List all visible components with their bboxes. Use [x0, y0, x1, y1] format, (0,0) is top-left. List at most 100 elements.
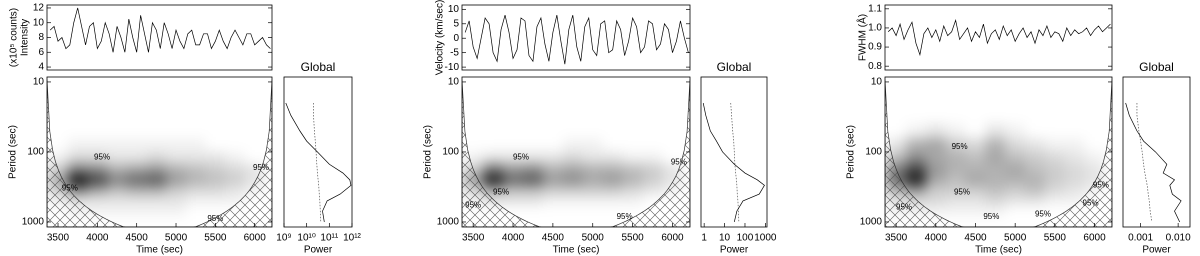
- power-cell: [543, 206, 563, 216]
- power-cell: [642, 184, 663, 196]
- contour-label: 95%: [207, 214, 223, 223]
- power-cell: [48, 124, 68, 138]
- plot-frame: [46, 4, 273, 71]
- power-cell: [146, 206, 167, 217]
- power-cell: [503, 184, 523, 196]
- power-cell: [925, 151, 946, 164]
- power-cell: [906, 163, 926, 175]
- y-tick-label: 5: [453, 18, 459, 29]
- power-cell: [662, 174, 683, 185]
- power-cell: [87, 174, 108, 185]
- cone-of-influence: [462, 79, 690, 227]
- x-tick-label: 4500: [126, 233, 149, 244]
- power-cell: [522, 174, 543, 185]
- power-cell: [126, 206, 147, 217]
- power-cell: [126, 184, 147, 196]
- power-cell: [1064, 163, 1085, 175]
- power-cell: [642, 151, 663, 164]
- x-tick-label: 1: [701, 233, 707, 244]
- power-cell: [186, 206, 206, 216]
- power-cell: [1085, 138, 1105, 151]
- series-line: [464, 15, 689, 65]
- power-cell: [1005, 138, 1026, 152]
- power-cell: [67, 163, 88, 175]
- y-tick-label: 10: [33, 77, 45, 88]
- y-tick-label: 10: [871, 77, 883, 88]
- x-tick-label: 4000: [502, 233, 525, 244]
- power-cell: [225, 174, 245, 185]
- power-cell: [87, 184, 108, 196]
- power-cell: [642, 163, 663, 175]
- power-cell: [622, 174, 643, 185]
- power-cell: [87, 151, 108, 164]
- power-cell: [925, 138, 946, 152]
- power-cell: [985, 184, 1006, 196]
- power-cell: [925, 195, 946, 207]
- power-cell: [107, 195, 127, 207]
- power-cell: [602, 163, 623, 175]
- contour-label: 95%: [253, 163, 269, 172]
- x-tick-label: 6000: [1083, 233, 1106, 244]
- power-cell: [523, 206, 543, 216]
- series-line: [49, 7, 271, 53]
- power-cell: [643, 138, 663, 151]
- heatmap-area: 95% 95% 95% 95% 95% 95% 95%: [885, 79, 1112, 227]
- power-cell: [186, 124, 206, 138]
- x-tick-label: 4500: [542, 233, 565, 244]
- x-tick-label: 10⁹: [276, 233, 291, 244]
- power-cell: [945, 206, 966, 217]
- power-cell: [146, 163, 167, 175]
- power-cell: [126, 163, 147, 175]
- power-cell: [244, 174, 265, 185]
- power-cell: [1044, 184, 1065, 196]
- power-cell: [87, 138, 108, 152]
- power-cell: [623, 138, 643, 151]
- power-cell: [945, 195, 966, 207]
- x-axis-label: Power: [304, 245, 333, 256]
- heatmap-area: 95% 95% 95% 95%: [47, 79, 272, 227]
- x-tick-label: 3500: [885, 233, 908, 244]
- power-cell: [127, 124, 147, 138]
- y-tick-label: 8: [38, 32, 44, 43]
- power-cell: [945, 174, 966, 185]
- x-tick-label: 4500: [964, 233, 987, 244]
- power-cell: [205, 184, 226, 196]
- power-cell: [906, 123, 926, 139]
- power-cell: [87, 206, 108, 217]
- power-cell: [185, 163, 206, 175]
- x-tick-label: 5500: [204, 233, 227, 244]
- power-cell: [522, 195, 543, 207]
- power-cell: [523, 124, 543, 138]
- x-tick-label: 5000: [582, 233, 605, 244]
- y-tick-label: 100: [442, 147, 459, 158]
- power-cell: [583, 206, 603, 216]
- power-cell: [147, 124, 167, 138]
- contour-label: 95%: [671, 157, 687, 166]
- power-cell: [107, 124, 127, 138]
- panel-title: Global: [301, 60, 336, 74]
- y-tick-label: 0.8: [868, 61, 882, 72]
- y-axis-label: Period (sec): [8, 125, 19, 179]
- power-cell: [562, 151, 583, 164]
- contour-label: 95%: [62, 183, 78, 192]
- x-tick-label: 0.010: [1166, 233, 1191, 244]
- power-cell: [483, 184, 504, 196]
- power-cell: [206, 124, 226, 138]
- power-cell: [965, 195, 986, 207]
- power-cell: [985, 138, 1006, 152]
- contour-label: 95%: [465, 201, 481, 210]
- power-cell: [225, 163, 245, 175]
- x-tick-label: 5500: [621, 233, 644, 244]
- power-cell: [1005, 206, 1025, 216]
- x-axis-label: Power: [1142, 245, 1171, 256]
- power-cell: [1044, 163, 1065, 175]
- x-axis-label: Time (sec): [975, 245, 1022, 256]
- power-cell: [225, 124, 245, 138]
- panel-title: Global: [1139, 60, 1174, 74]
- power-cell: [582, 195, 603, 207]
- power-cell: [205, 151, 226, 164]
- power-cell: [1044, 195, 1065, 207]
- power-cell: [107, 163, 127, 175]
- power-cell: [985, 151, 1006, 164]
- power-cell: [166, 163, 186, 175]
